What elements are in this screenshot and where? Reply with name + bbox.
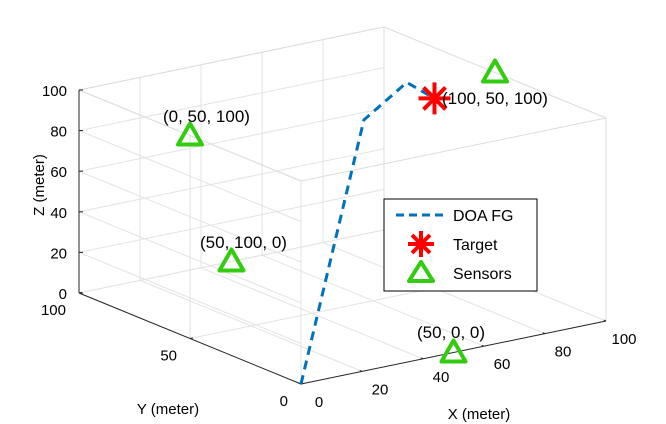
y-axis-label: Y (meter) <box>137 401 199 418</box>
x-axis-line <box>300 320 607 385</box>
x-tick-label: 20 <box>372 381 389 398</box>
sensor-marker <box>439 338 468 364</box>
annotation-sensor-3: (50, 100, 0) <box>200 233 287 252</box>
y-tick-label: 0 <box>280 393 288 410</box>
grid-line <box>78 170 302 263</box>
grid-line <box>78 130 302 223</box>
z-tick-label: 60 <box>50 164 67 181</box>
sensor-marker <box>217 247 246 273</box>
legend-label-sensors: Sensors <box>453 266 512 283</box>
x-tick-label: 40 <box>433 369 450 386</box>
grid-line <box>78 188 385 253</box>
legend: DOA FG Target Sensors <box>383 198 538 292</box>
legend-swatch-target <box>408 231 434 257</box>
grid-line <box>78 211 302 304</box>
x-tick-mark <box>542 332 546 335</box>
sensor-marker <box>176 121 204 147</box>
x-tick-label: 0 <box>315 394 323 411</box>
x-tick-mark <box>420 357 424 360</box>
grid-line <box>78 67 385 132</box>
target-marker <box>418 82 451 115</box>
grid-line <box>78 107 385 172</box>
z-tick-label: 80 <box>50 124 67 141</box>
sensor-marker <box>481 58 509 84</box>
box-edge <box>78 89 302 182</box>
z-axis-label: Z (meter) <box>31 154 48 216</box>
x-tick-label: 100 <box>611 331 636 348</box>
z-tick-label: 0 <box>59 286 67 303</box>
annotation-sensor-2: (100, 50, 100) <box>442 89 548 108</box>
legend-label-target: Target <box>453 237 498 254</box>
x-axis-label: X (meter) <box>448 406 511 423</box>
legend-swatch-sensors <box>407 260 435 283</box>
grid-line <box>78 148 385 213</box>
legend-label-doa-fg: DOA FG <box>453 208 513 225</box>
axes-box <box>78 26 607 385</box>
y-tick-label: 100 <box>41 302 66 319</box>
box-edge <box>300 117 607 182</box>
x-tick-label: 60 <box>494 356 511 373</box>
x-tick-label: 80 <box>555 344 572 361</box>
z-tick-label: 40 <box>50 205 67 222</box>
z-tick-label: 20 <box>50 245 67 262</box>
grid-line <box>78 251 302 344</box>
box-edge <box>383 26 607 119</box>
annotation-sensor-1: (0, 50, 100) <box>163 107 250 126</box>
box-edge <box>78 26 385 91</box>
z-tick-label: 100 <box>42 83 67 100</box>
y-tick-label: 50 <box>160 348 177 365</box>
y-tick-mark <box>189 337 194 339</box>
x-tick-mark <box>481 344 485 347</box>
series <box>176 58 509 385</box>
annotation-sensor-4: (50, 0, 0) <box>417 323 485 342</box>
x-tick-mark <box>359 370 363 372</box>
doa-fg-line <box>299 80 436 385</box>
x-tick-mark <box>603 319 607 322</box>
grid-line <box>78 229 385 294</box>
target-marker-stroke <box>422 85 447 111</box>
